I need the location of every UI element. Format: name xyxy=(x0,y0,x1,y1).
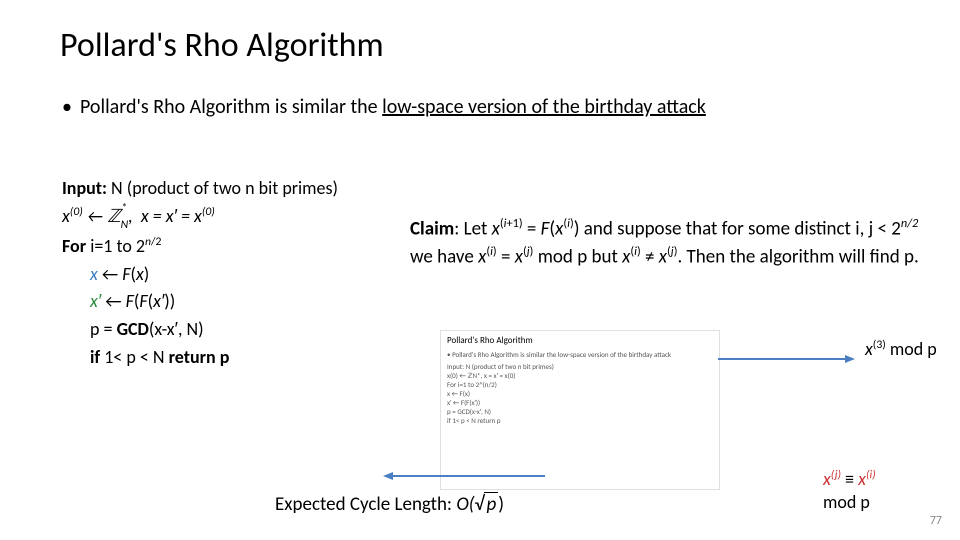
expected-cycle: Expected Cycle Length: O(√p) xyxy=(275,492,504,516)
for-range: i=1 to 2n/2 xyxy=(86,235,161,257)
for-label: For xyxy=(62,235,86,257)
gcd-line: p = GCD(x-x′, N) xyxy=(62,316,338,344)
modp-text: mod p xyxy=(886,338,937,360)
claim-t3: we have xyxy=(410,245,478,268)
input-label: Input: xyxy=(62,177,107,199)
bullet-text-pre: Pollard's Rho Algorithm is similar the xyxy=(80,95,382,119)
thumb-l2: Input: N (product of two n bit primes) xyxy=(447,362,713,371)
if-pre: if xyxy=(90,346,104,368)
gcd-label: GCD xyxy=(117,318,149,340)
init-line: x(0) ← ℤ*N, x = x′ = x(0) xyxy=(62,203,338,233)
algorithm-block: Input: N (product of two n bit primes) x… xyxy=(62,175,338,372)
claim-t4: but xyxy=(587,245,622,268)
thumb-l8: if 1< p < N return p xyxy=(447,416,713,425)
step-1: x ← F(x) xyxy=(62,261,338,289)
claim-block: Claim: Let x(i+1) = F(x(i)) and suppose … xyxy=(410,215,935,271)
thumb-l7: p = GCD(x-x′, N) xyxy=(447,407,713,416)
thumb-l5: x ← F(x) xyxy=(447,389,713,398)
bullet-text-underline: low-space version of the birthday attack xyxy=(382,95,706,119)
congr-eq: ≡ xyxy=(841,468,858,490)
bullet-dot-icon: • xyxy=(62,95,72,120)
step-2: x′ ← F(F(x′)) xyxy=(62,288,338,316)
input-line: Input: N (product of two n bit primes) xyxy=(62,175,338,203)
thumb-l6: x′ ← F(F(x′)) xyxy=(447,398,713,407)
expected-close: ) xyxy=(498,493,504,516)
arrow-right-icon xyxy=(718,358,853,360)
input-text: N (product of two n bit primes) xyxy=(107,177,338,199)
expected-O: O( xyxy=(456,493,474,516)
page-number: 77 xyxy=(930,514,942,528)
arrow-left-icon xyxy=(385,475,545,477)
congruence-label: x(j) ≡ x(i) mod p xyxy=(823,468,876,515)
thumb-l1: • Pollard's Rho Algorithm is similar the… xyxy=(447,350,713,359)
claim-label: Claim xyxy=(410,217,454,240)
expected-pre: Expected Cycle Length: xyxy=(275,493,456,516)
slide: Pollard's Rho Algorithm • Pollard's Rho … xyxy=(0,0,960,540)
thumbnail-slide: Pollard's Rho Algorithm • Pollard's Rho … xyxy=(440,330,720,490)
for-line: For i=1 to 2n/2 xyxy=(62,233,338,261)
claim-t2: and suppose that for some distinct i, j … xyxy=(580,217,901,240)
slide-title: Pollard's Rho Algorithm xyxy=(60,25,384,66)
claim-sup: n/2 xyxy=(901,216,918,231)
gcd-args: (x-x′, N) xyxy=(149,318,204,340)
gcd-pre: p = xyxy=(90,318,117,340)
claim-t1: : Let xyxy=(454,217,491,240)
thumb-title: Pollard's Rho Algorithm xyxy=(447,335,713,347)
congr-modp: mod p xyxy=(823,491,870,513)
expected-root: p xyxy=(484,492,498,516)
thumb-l3: x(0) ← ℤN*, x = x′ = x(0) xyxy=(447,371,713,380)
x3-modp-label: x(3) mod p xyxy=(865,338,937,360)
if-line: if 1< p < N return p xyxy=(62,344,338,372)
if-cond: 1< p < N xyxy=(104,346,168,368)
if-action: return p xyxy=(169,346,230,368)
thumb-l4: For i=1 to 2^(n/2) xyxy=(447,380,713,389)
claim-t5: . Then the algorithm will find p. xyxy=(677,245,918,268)
bullet-main: • Pollard's Rho Algorithm is similar the… xyxy=(80,95,910,120)
